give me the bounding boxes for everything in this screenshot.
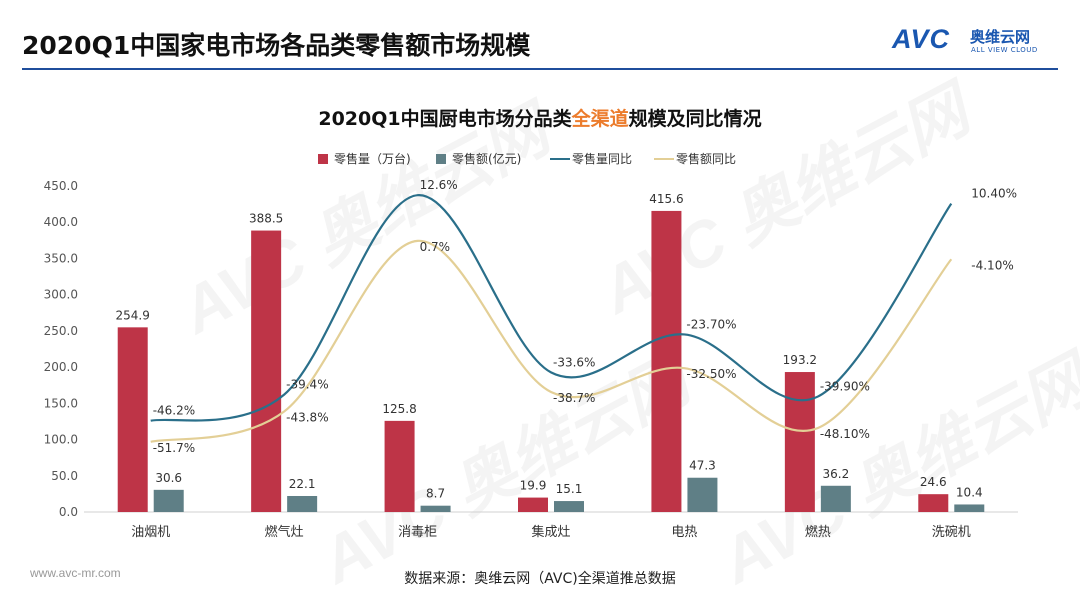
bar-volume bbox=[384, 420, 415, 512]
line-volume-label: -46.2% bbox=[153, 404, 195, 418]
y-tick-label: 150.0 bbox=[44, 396, 78, 410]
bar-volume-label: 193.2 bbox=[783, 353, 817, 367]
line-amount-label: -4.10% bbox=[971, 258, 1013, 272]
line-volume-yoy bbox=[150, 194, 953, 422]
bar-volume-label: 125.8 bbox=[382, 402, 416, 416]
bar-volume-label: 19.9 bbox=[520, 479, 547, 493]
line-volume-label: -33.6% bbox=[553, 355, 595, 369]
line-amount-label: -51.7% bbox=[153, 441, 195, 455]
bar-amount-label: 15.1 bbox=[556, 482, 583, 496]
y-tick-label: 250.0 bbox=[44, 324, 78, 338]
logo-en-text: ALL VIEW CLOUD bbox=[971, 46, 1038, 54]
x-tick-label: 集成灶 bbox=[531, 524, 570, 540]
legend-label: 零售额(亿元) bbox=[452, 151, 521, 166]
legend-label: 零售量同比 bbox=[572, 151, 632, 166]
y-tick-label: 0.0 bbox=[59, 505, 78, 519]
x-tick-label: 燃热 bbox=[805, 524, 831, 540]
bar-amount bbox=[954, 504, 985, 512]
x-tick-label: 消毒柜 bbox=[398, 525, 437, 540]
bar-amount-label: 30.6 bbox=[155, 471, 182, 485]
chart-title-pre: 2020Q1中国厨电市场分品类 bbox=[318, 108, 572, 130]
bar-volume bbox=[518, 497, 548, 512]
line-volume-label: -39.4% bbox=[286, 378, 328, 392]
line-volume-label: -23.70% bbox=[686, 317, 736, 331]
y-tick-label: 450.0 bbox=[44, 179, 78, 193]
avc-logo: AVC 奥维云网 ALL VIEW CLOUD bbox=[892, 24, 1062, 58]
bar-volume-label: 415.6 bbox=[649, 192, 683, 206]
y-tick-label: 300.0 bbox=[44, 288, 78, 302]
bar-amount bbox=[153, 489, 184, 512]
bar-amount bbox=[287, 495, 318, 512]
line-amount-yoy bbox=[150, 239, 953, 443]
y-tick-label: 400.0 bbox=[44, 215, 78, 229]
legend-label: 零售额同比 bbox=[676, 151, 736, 166]
line-amount-label: -48.10% bbox=[820, 427, 870, 441]
x-tick-label: 燃气灶 bbox=[265, 524, 304, 540]
legend-label: 零售量（万台) bbox=[334, 151, 411, 166]
bar-volume bbox=[251, 230, 282, 512]
bar-volume bbox=[117, 327, 148, 512]
bar-amount-label: 10.4 bbox=[956, 485, 983, 499]
bar-amount bbox=[820, 485, 851, 512]
bar-amount-label: 47.3 bbox=[689, 459, 716, 473]
chart-title-post: 规模及同比情况 bbox=[628, 108, 762, 130]
line-amount-label: -43.8% bbox=[286, 411, 328, 425]
line-amount-label: -32.50% bbox=[686, 367, 736, 381]
line-volume-label: 10.40% bbox=[971, 187, 1017, 201]
x-tick-label: 电热 bbox=[671, 525, 697, 540]
bar-volume-label: 388.5 bbox=[249, 212, 283, 226]
bar-amount bbox=[554, 501, 584, 512]
bar-amount-label: 36.2 bbox=[822, 467, 849, 481]
slide-title: 2020Q1中国家电市场各品类零售额市场规模 bbox=[22, 31, 531, 60]
bar-amount-label: 22.1 bbox=[289, 477, 316, 491]
legend-swatch bbox=[436, 154, 446, 164]
y-tick-label: 100.0 bbox=[44, 433, 78, 447]
legend-swatch bbox=[318, 154, 328, 164]
bar-volume bbox=[918, 494, 949, 512]
x-tick-label: 洗碗机 bbox=[932, 524, 971, 540]
bar-amount bbox=[687, 477, 718, 512]
logo-cn-text: 奥维云网 bbox=[970, 28, 1031, 46]
bar-volume bbox=[651, 210, 682, 512]
x-tick-label: 油烟机 bbox=[131, 525, 170, 540]
y-tick-label: 50.0 bbox=[51, 469, 78, 483]
line-amount-label: -38.7% bbox=[553, 391, 595, 405]
y-tick-label: 350.0 bbox=[44, 251, 78, 265]
footer-source: 数据来源：奥维云网（AVC)全渠道推总数据 bbox=[404, 571, 676, 587]
title-rule bbox=[22, 68, 1058, 70]
bar-amount bbox=[420, 505, 451, 512]
bar-volume-label: 254.9 bbox=[116, 308, 150, 322]
chart-title: 2020Q1中国厨电市场分品类全渠道规模及同比情况 bbox=[0, 104, 1080, 131]
line-volume-label: 12.6% bbox=[420, 178, 458, 192]
bar-volume bbox=[784, 372, 815, 512]
bar-amount-label: 8.7 bbox=[426, 487, 445, 501]
logo-avc-text: AVC bbox=[892, 24, 951, 54]
footer-url: www.avc-mr.com bbox=[30, 566, 121, 580]
line-volume-label: -39.90% bbox=[820, 380, 870, 394]
chart-title-highlight: 全渠道 bbox=[571, 108, 629, 130]
line-amount-label: 0.7% bbox=[420, 240, 451, 254]
bar-volume-label: 24.6 bbox=[920, 475, 947, 489]
y-tick-label: 200.0 bbox=[44, 360, 78, 374]
